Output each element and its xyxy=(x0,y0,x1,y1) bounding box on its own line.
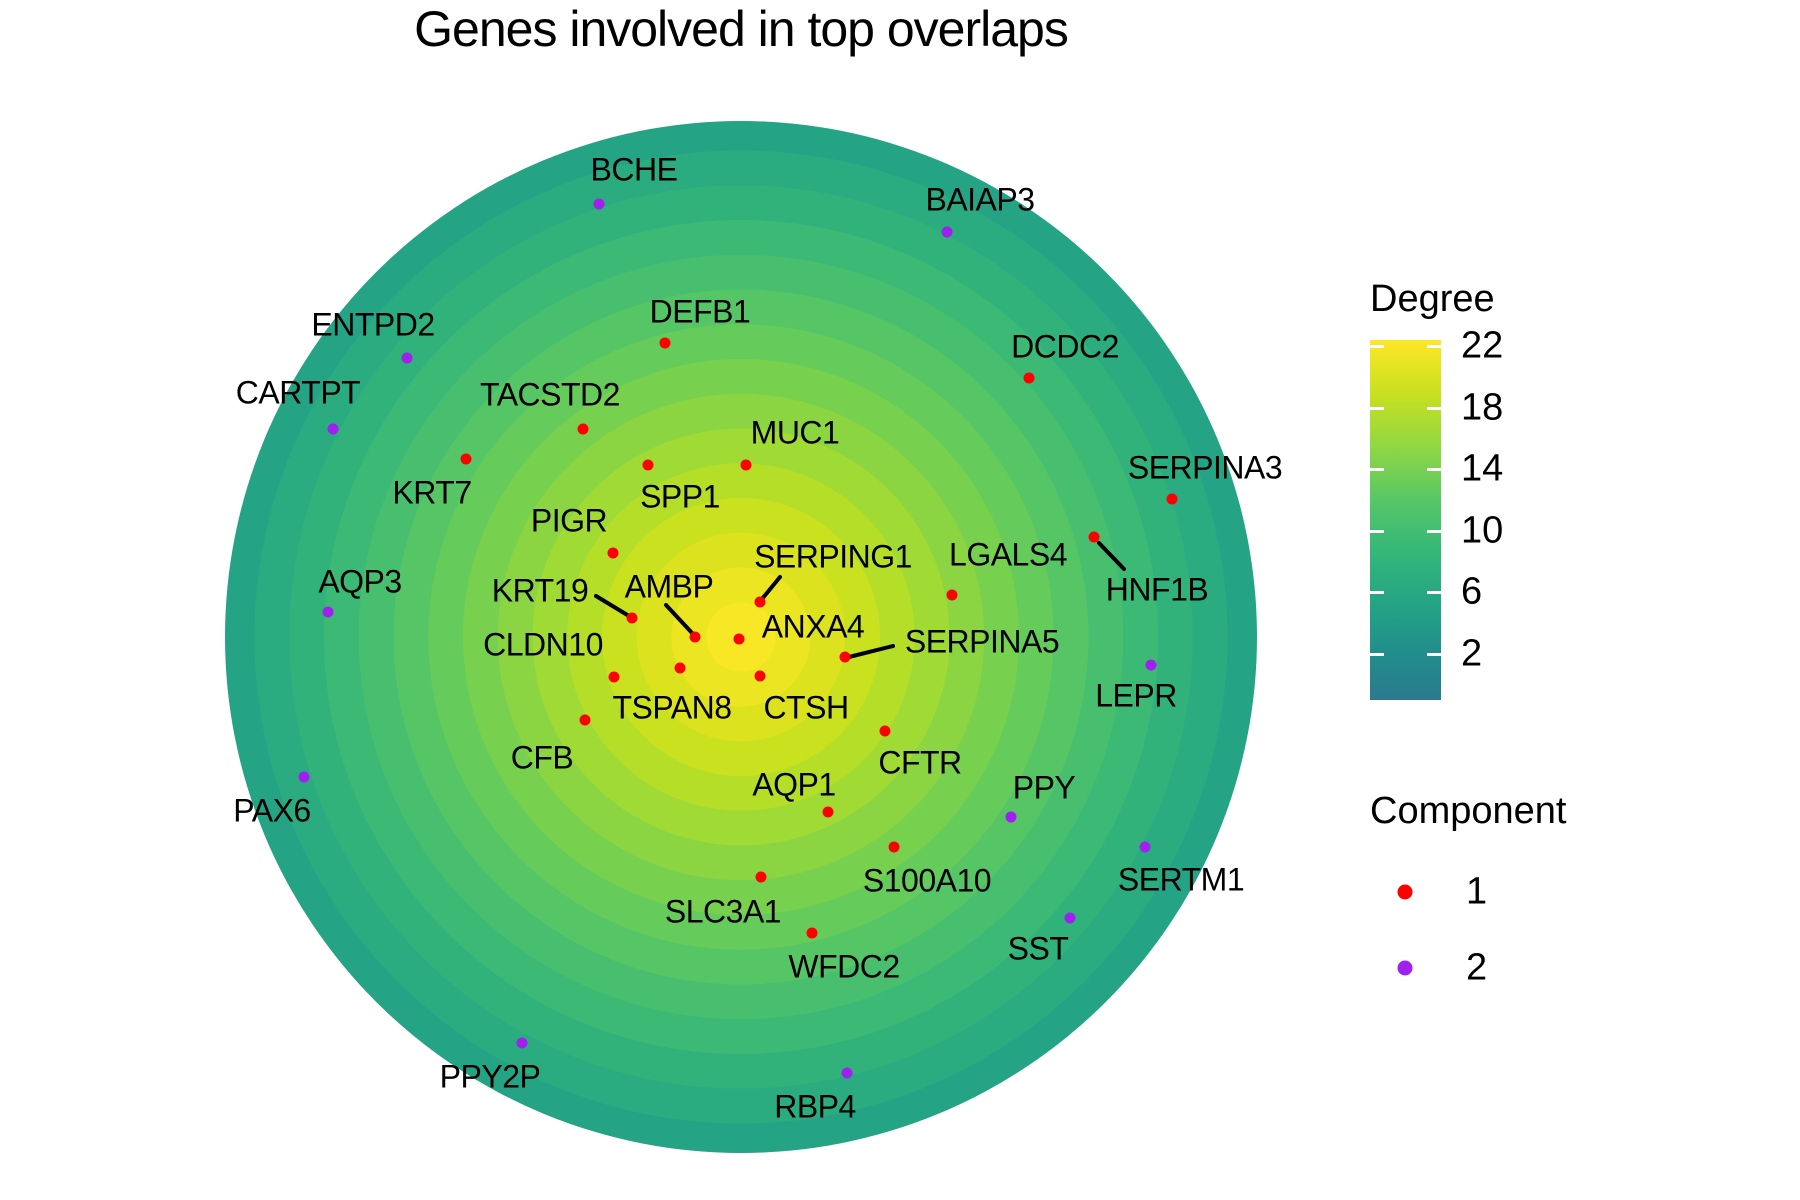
colorbar-tick-label-10: 10 xyxy=(1461,509,1504,552)
node-dot-SERPING1 xyxy=(754,596,766,608)
node-dot-SERTM1 xyxy=(1139,841,1151,853)
node-label-CFB: CFB xyxy=(510,739,574,776)
node-label-KRT19: KRT19 xyxy=(491,572,589,609)
component-legend-dot-2 xyxy=(1397,960,1413,976)
node-label-MUC1: MUC1 xyxy=(750,414,840,451)
component-legend-label-1: 1 xyxy=(1466,870,1488,913)
node-dot-MUC1 xyxy=(740,459,752,471)
colorbar-tick-left xyxy=(1370,591,1384,595)
node-dot-DEFB1 xyxy=(659,337,671,349)
node-dot-PAX6 xyxy=(298,771,310,783)
node-dot-PPY2P xyxy=(516,1037,528,1049)
node-dot-LGALS4 xyxy=(946,589,958,601)
node-label-KRT7: KRT7 xyxy=(392,474,472,511)
node-label-CTSH: CTSH xyxy=(763,689,849,726)
node-dot-TSPAN8 xyxy=(674,662,686,674)
node-label-PPY: PPY xyxy=(1012,769,1076,806)
component-legend-dot-1 xyxy=(1397,884,1413,900)
node-dot-KRT19 xyxy=(626,612,638,624)
node-dot-SERPINA3 xyxy=(1166,493,1178,505)
node-label-ANXA4: ANXA4 xyxy=(761,608,865,645)
node-dot-ENTPD2 xyxy=(401,352,413,364)
colorbar-tick-label-22: 22 xyxy=(1461,324,1504,367)
node-dot-WFDC2 xyxy=(806,927,818,939)
node-label-SLC3A1: SLC3A1 xyxy=(664,893,782,930)
colorbar-tick-left xyxy=(1370,529,1384,533)
node-label-BAIAP3: BAIAP3 xyxy=(925,181,1035,218)
colorbar-tick-right xyxy=(1427,406,1441,410)
plot-title: Genes involved in top overlaps xyxy=(414,1,1069,57)
component-legend-label-2: 2 xyxy=(1466,946,1488,989)
colorbar-tick-left xyxy=(1370,468,1384,472)
colorbar-tick-right xyxy=(1427,653,1441,656)
node-label-WFDC2: WFDC2 xyxy=(788,948,900,985)
node-dot-ANXA4 xyxy=(733,633,745,645)
node-label-SERPINA5: SERPINA5 xyxy=(904,623,1060,660)
node-dot-PIGR xyxy=(607,547,619,559)
colorbar-tick-left xyxy=(1370,406,1384,410)
component-legend-title: Component xyxy=(1370,790,1567,832)
node-label-TSPAN8: TSPAN8 xyxy=(612,689,732,726)
node-dot-HNF1B xyxy=(1088,531,1100,543)
node-label-CLDN10: CLDN10 xyxy=(483,626,603,663)
colorbar-tick-label-18: 18 xyxy=(1461,386,1504,429)
colorbar-tick-label-14: 14 xyxy=(1461,447,1504,490)
node-dot-TACSTD2 xyxy=(577,423,589,435)
colorbar-tick-right xyxy=(1427,529,1441,533)
node-dot-BAIAP3 xyxy=(941,226,953,238)
node-label-AQP1: AQP1 xyxy=(752,766,836,803)
colorbar-tick-left xyxy=(1370,345,1384,348)
node-label-S100A10: S100A10 xyxy=(862,862,992,899)
node-dot-SLC3A1 xyxy=(755,871,767,883)
degree-legend-title: Degree xyxy=(1370,278,1495,320)
node-dot-PPY xyxy=(1005,811,1017,823)
node-label-LEPR: LEPR xyxy=(1095,677,1177,714)
colorbar-tick-left xyxy=(1370,653,1384,656)
node-label-PPY2P: PPY2P xyxy=(439,1058,541,1095)
node-dot-CFTR xyxy=(879,725,891,737)
node-label-SERPING1: SERPING1 xyxy=(754,538,912,575)
node-dot-RBP4 xyxy=(841,1067,853,1079)
node-label-SPP1: SPP1 xyxy=(640,478,720,515)
colorbar-tick-right xyxy=(1427,345,1441,348)
node-label-PIGR: PIGR xyxy=(530,502,608,539)
node-dot-SPP1 xyxy=(642,459,654,471)
node-label-SERTM1: SERTM1 xyxy=(1117,861,1245,898)
degree-colorbar xyxy=(1370,340,1441,700)
node-label-BCHE: BCHE xyxy=(590,151,678,188)
colorbar-tick-label-2: 2 xyxy=(1461,632,1483,675)
node-dot-SERPINA5 xyxy=(839,651,851,663)
node-dot-DCDC2 xyxy=(1023,372,1035,384)
node-dot-AMBP xyxy=(689,631,701,643)
node-dot-KRT7 xyxy=(460,453,472,465)
colorbar-tick-right xyxy=(1427,591,1441,595)
node-dot-CARTPT xyxy=(327,423,339,435)
node-label-RBP4: RBP4 xyxy=(774,1088,856,1125)
node-dot-AQP3 xyxy=(322,606,334,618)
node-dot-CFB xyxy=(579,714,591,726)
node-label-SERPINA3: SERPINA3 xyxy=(1127,449,1283,486)
colorbar-tick-right xyxy=(1427,468,1441,472)
node-label-DCDC2: DCDC2 xyxy=(1011,328,1119,365)
node-label-HNF1B: HNF1B xyxy=(1105,571,1209,608)
node-dot-SST xyxy=(1064,912,1076,924)
node-label-CARTPT: CARTPT xyxy=(235,374,361,411)
node-label-AMBP: AMBP xyxy=(624,568,714,605)
node-dot-S100A10 xyxy=(888,841,900,853)
node-dot-CTSH xyxy=(754,670,766,682)
node-label-TACSTD2: TACSTD2 xyxy=(480,376,620,413)
node-label-LGALS4: LGALS4 xyxy=(949,536,1067,573)
node-label-CFTR: CFTR xyxy=(878,744,962,781)
node-label-PAX6: PAX6 xyxy=(233,792,311,829)
colorbar-tick-label-6: 6 xyxy=(1461,570,1483,613)
node-dot-CLDN10 xyxy=(608,671,620,683)
node-dot-AQP1 xyxy=(822,806,834,818)
node-label-AQP3: AQP3 xyxy=(318,563,402,600)
node-dot-BCHE xyxy=(593,198,605,210)
node-label-DEFB1: DEFB1 xyxy=(649,293,751,330)
node-label-ENTPD2: ENTPD2 xyxy=(311,306,435,343)
node-dot-LEPR xyxy=(1145,659,1157,671)
node-label-SST: SST xyxy=(1007,930,1069,967)
